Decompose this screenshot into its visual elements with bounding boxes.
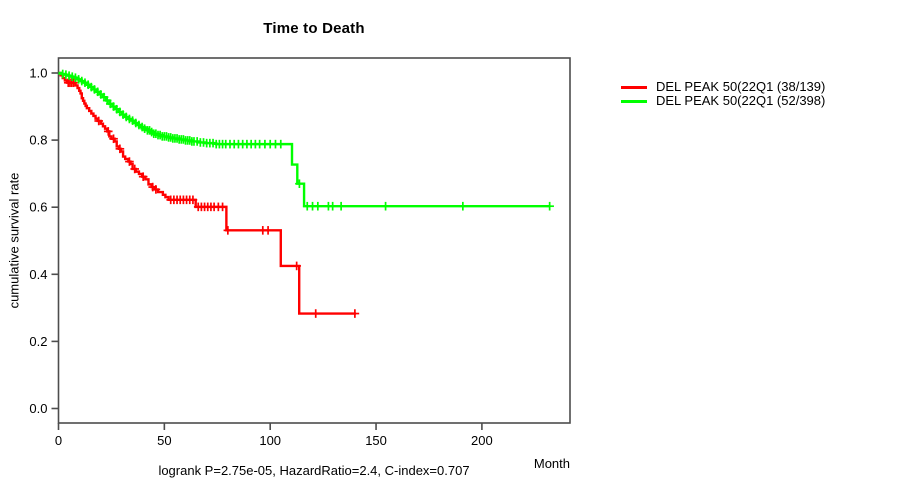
x-tick-label: 0 bbox=[55, 433, 62, 448]
legend-line-swatch-red bbox=[621, 85, 647, 89]
legend-item-green: DEL PEAK 50(22Q1 (52/398) bbox=[621, 94, 825, 108]
legend: DEL PEAK 50(22Q1 (38/139) DEL PEAK 50(22… bbox=[621, 80, 825, 108]
legend-line-swatch-green bbox=[621, 99, 647, 103]
legend-item-red: DEL PEAK 50(22Q1 (38/139) bbox=[621, 80, 825, 94]
legend-label-red: DEL PEAK 50(22Q1 (38/139) bbox=[656, 79, 826, 94]
x-tick-label: 50 bbox=[157, 433, 171, 448]
y-tick-label: 0.8 bbox=[29, 133, 47, 148]
y-tick-label: 0.4 bbox=[29, 267, 47, 282]
survival-curve-0 bbox=[58, 71, 356, 315]
y-axis-label: cumulative survival rate bbox=[6, 172, 22, 309]
y-tick-label: 0.6 bbox=[29, 200, 47, 215]
y-tick-label: 1.0 bbox=[29, 66, 47, 81]
x-tick-label: 200 bbox=[471, 433, 493, 448]
stats-annotation: logrank P=2.75e-05, HazardRatio=2.4, C-i… bbox=[158, 463, 470, 478]
chart-title: Time to Death bbox=[263, 20, 365, 37]
survival-curve-1 bbox=[58, 71, 550, 208]
y-tick-label: 0.2 bbox=[29, 334, 47, 349]
x-axis-label: Month bbox=[533, 456, 570, 471]
legend-label-green: DEL PEAK 50(22Q1 (52/398) bbox=[656, 93, 826, 108]
x-tick-label: 150 bbox=[365, 433, 387, 448]
plot-frame bbox=[57, 57, 571, 424]
x-tick-label: 100 bbox=[259, 433, 281, 448]
y-tick-label: 0.0 bbox=[29, 401, 47, 416]
